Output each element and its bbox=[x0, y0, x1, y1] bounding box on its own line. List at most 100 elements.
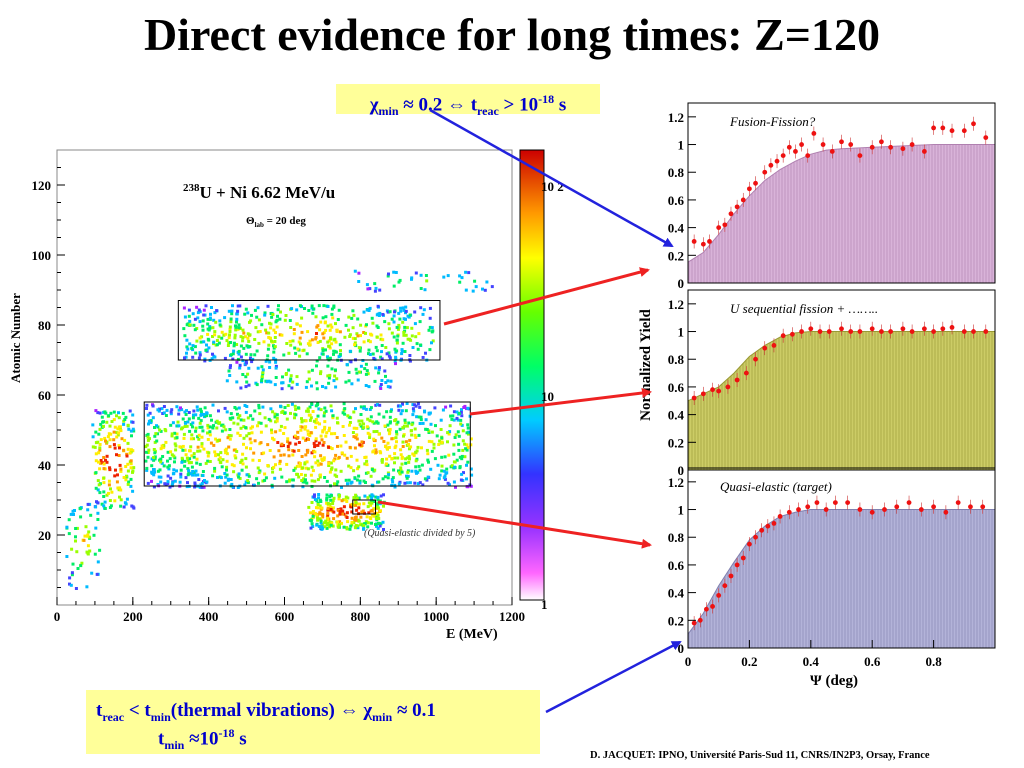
yield-point bbox=[869, 326, 875, 332]
heatmap-cell bbox=[249, 441, 253, 445]
yield-point bbox=[968, 504, 973, 510]
heatmap-cell bbox=[179, 468, 183, 472]
heatmap-cell bbox=[193, 485, 197, 489]
heatmap-cell bbox=[190, 465, 194, 469]
heatmap-cell bbox=[317, 493, 321, 496]
heatmap-cell bbox=[402, 330, 406, 334]
yield-point bbox=[765, 523, 771, 529]
heatmap-cell bbox=[376, 498, 380, 502]
heatmap-cell bbox=[91, 423, 95, 427]
heatmap-cell bbox=[322, 336, 326, 340]
yield-point bbox=[786, 509, 792, 515]
heatmap-cell bbox=[258, 469, 262, 473]
yield-frame bbox=[687, 289, 996, 471]
heatmap-cell bbox=[251, 458, 255, 462]
heatmap-cell bbox=[198, 353, 202, 357]
heatmap-cell bbox=[115, 453, 118, 457]
heatmap-cell bbox=[100, 415, 104, 419]
yield-point bbox=[759, 527, 765, 533]
heatmap-cell bbox=[420, 463, 424, 467]
yield-point bbox=[707, 239, 712, 244]
heatmap-cell bbox=[79, 564, 83, 568]
heatmap-cell bbox=[326, 516, 330, 520]
heatmap-cell bbox=[398, 480, 402, 484]
heatmap-cell bbox=[264, 328, 268, 332]
heatmap-cell bbox=[326, 355, 329, 359]
heatmap-cell bbox=[311, 469, 315, 473]
heatmap-cell bbox=[193, 345, 197, 349]
heatmap-cell bbox=[331, 414, 335, 418]
heatmap-cell bbox=[364, 384, 368, 387]
heatmap-cell bbox=[299, 428, 303, 432]
heatmap-cell bbox=[335, 328, 339, 332]
heatmap-cell bbox=[284, 373, 288, 376]
heatmap-cell bbox=[251, 357, 255, 361]
heatmap-cell bbox=[271, 410, 275, 414]
heatmap-cell bbox=[362, 422, 365, 426]
heatmap-cell bbox=[239, 355, 243, 359]
heatmap-cell bbox=[97, 432, 101, 436]
heatmap-cell bbox=[106, 435, 110, 439]
heatmap-cell bbox=[202, 447, 206, 451]
heatmap-cell bbox=[330, 494, 333, 498]
heatmap-cell bbox=[312, 495, 316, 499]
heatmap-cell bbox=[204, 304, 208, 308]
heatmap-cell bbox=[147, 448, 151, 452]
heatmap-cell bbox=[374, 403, 378, 407]
yield-point bbox=[777, 514, 783, 519]
heatmap-cell bbox=[407, 442, 410, 446]
heatmap-cell bbox=[126, 482, 130, 486]
heatmap-cell bbox=[402, 424, 406, 428]
heatmap-cell bbox=[354, 493, 358, 497]
heatmap-cell bbox=[452, 460, 456, 464]
heatmap-cell bbox=[173, 436, 177, 440]
heatmap-cell bbox=[294, 408, 298, 411]
heatmap-cell bbox=[315, 523, 319, 527]
heatmap-cell bbox=[375, 420, 379, 424]
heatmap-cell bbox=[404, 333, 408, 337]
yield-point bbox=[983, 329, 989, 334]
heatmap-cell bbox=[233, 336, 237, 340]
heatmap-cell bbox=[129, 484, 133, 488]
heatmap-cell bbox=[405, 476, 409, 480]
heatmap-cell bbox=[85, 585, 89, 589]
heatmap-cell bbox=[310, 368, 314, 372]
heatmap-cell bbox=[192, 409, 196, 413]
heatmap-cell bbox=[259, 430, 263, 434]
heatmap-cell bbox=[386, 385, 390, 389]
heatmap-cell bbox=[224, 451, 228, 455]
credit-line: D. JACQUET: IPNO, Université Paris-Sud 1… bbox=[590, 750, 930, 761]
heatmap-cell bbox=[372, 430, 376, 434]
heatmap-cell bbox=[326, 508, 330, 512]
heatmap-cell bbox=[108, 424, 112, 428]
heatmap-cell bbox=[132, 429, 136, 433]
heatmap-cell bbox=[295, 464, 299, 468]
heatmap-cell bbox=[410, 469, 414, 473]
heatmap-cell bbox=[316, 421, 320, 425]
heatmap-cell bbox=[390, 478, 394, 481]
heatmap-cell bbox=[469, 437, 473, 441]
heatmap-cell bbox=[323, 406, 327, 410]
heatmap-cell bbox=[275, 419, 279, 423]
yield-point bbox=[888, 144, 894, 150]
heatmap-cell bbox=[190, 433, 194, 437]
heatmap-cell bbox=[209, 312, 212, 316]
heatmap-cell bbox=[372, 356, 376, 360]
y-tick-label: 1.2 bbox=[668, 110, 684, 125]
heatmap-cell bbox=[325, 521, 329, 525]
heatmap-cell bbox=[371, 494, 375, 498]
heatmap-cell bbox=[326, 305, 330, 308]
heatmap-cell bbox=[411, 452, 415, 456]
heatmap-cell bbox=[202, 340, 206, 344]
heatmap-cell bbox=[293, 346, 297, 350]
heatmap-cell bbox=[235, 343, 239, 346]
heatmap-cell bbox=[437, 443, 441, 446]
heatmap-cell bbox=[359, 424, 363, 428]
heatmap-cell bbox=[181, 458, 184, 462]
heatmap-cell bbox=[348, 349, 352, 353]
heatmap-cell bbox=[413, 427, 417, 431]
heatmap-cell bbox=[381, 520, 385, 524]
heatmap-cell bbox=[332, 304, 336, 308]
heatmap-cell bbox=[465, 463, 468, 467]
